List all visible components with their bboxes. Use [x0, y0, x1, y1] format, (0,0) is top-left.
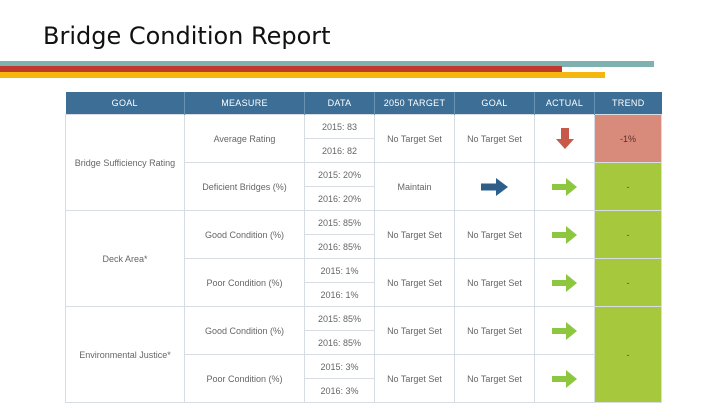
goal-status-cell: No Target Set [454, 306, 535, 355]
arrow-right-green-icon [551, 273, 577, 292]
table-row: Poor Condition (%) 2015: 1% No Target Se… [66, 258, 662, 307]
target-cell: No Target Set [374, 354, 455, 403]
target-cell: No Target Set [374, 210, 455, 259]
arrow-right-green-icon [551, 369, 577, 388]
goal-cell-environmental-justice: Environmental Justice* [65, 306, 185, 403]
data-cell: 2016: 3% [304, 378, 375, 403]
bridge-condition-table: GOAL MEASURE DATA 2050 TARGET GOAL ACTUA… [65, 92, 662, 403]
actual-cell [534, 354, 595, 403]
table-row: Poor Condition (%) 2015: 3% No Target Se… [66, 354, 662, 403]
header-goal-status: GOAL [454, 92, 535, 115]
measure-cell: Good Condition (%) [184, 306, 305, 355]
arrow-right-blue-icon [480, 177, 508, 196]
target-cell: No Target Set [374, 306, 455, 355]
table-row: Environmental Justice* Good Condition (%… [65, 306, 662, 403]
table-row: 2016: 1% [66, 282, 662, 307]
page-title: Bridge Condition Report [43, 22, 331, 50]
table-row: Deck Area* Good Condition (%) 2015: 85% … [65, 210, 662, 307]
trend-cell: - [594, 306, 662, 403]
target-cell: Maintain [374, 162, 455, 211]
table-row: 2016: 20% [66, 186, 662, 211]
actual-cell [534, 258, 595, 307]
header-measure: MEASURE [184, 92, 305, 115]
data-cell: 2016: 20% [304, 186, 375, 211]
target-cell: No Target Set [374, 114, 455, 163]
goal-status-cell [454, 162, 535, 211]
trend-cell: - [594, 162, 662, 211]
goal-status-cell: No Target Set [454, 114, 535, 163]
data-cell: 2016: 1% [304, 282, 375, 307]
data-cell: 2015: 85% [304, 210, 375, 235]
data-cell: 2016: 82 [304, 138, 375, 163]
table-row: 2016: 85% [66, 234, 662, 259]
goal-status-cell: No Target Set [454, 354, 535, 403]
header-goal: GOAL [65, 92, 185, 115]
target-cell: No Target Set [374, 258, 455, 307]
measure-cell: Poor Condition (%) [184, 354, 305, 403]
table-row: 2016: 82 [66, 138, 662, 163]
data-cell: 2015: 85% [304, 306, 375, 331]
arrow-right-green-icon [551, 321, 577, 340]
arrow-right-green-icon [551, 177, 577, 196]
data-cell: 2015: 1% [304, 258, 375, 283]
table-row: Deficient Bridges (%) 2015: 20% Maintain… [66, 162, 662, 211]
trend-cell: - [594, 258, 662, 307]
data-cell: 2016: 85% [304, 234, 375, 259]
measure-cell: Good Condition (%) [184, 210, 305, 259]
measure-cell: Deficient Bridges (%) [184, 162, 305, 211]
header-2050-target: 2050 TARGET [374, 92, 455, 115]
header-trend: TREND [594, 92, 662, 115]
decor-stripe-red [0, 66, 562, 72]
table-header-row: GOAL MEASURE DATA 2050 TARGET GOAL ACTUA… [65, 92, 662, 115]
goal-cell-sufficiency: Bridge Sufficiency Rating [65, 114, 185, 211]
trend-cell: - [594, 210, 662, 259]
actual-cell [534, 114, 595, 163]
arrow-down-icon [555, 127, 574, 149]
decor-stripe-yellow [0, 72, 605, 78]
arrow-right-green-icon [551, 225, 577, 244]
decor-stripe-teal [0, 61, 654, 67]
measure-cell: Average Rating [184, 114, 305, 163]
data-cell: 2016: 85% [304, 330, 375, 355]
goal-cell-deck-area: Deck Area* [65, 210, 185, 307]
data-cell: 2015: 83 [304, 114, 375, 139]
trend-cell: -1% [594, 114, 662, 163]
table-row: Bridge Sufficiency Rating Average Rating… [65, 114, 662, 211]
header-data: DATA [304, 92, 375, 115]
goal-status-cell: No Target Set [454, 258, 535, 307]
data-cell: 2015: 20% [304, 162, 375, 187]
table-row: 2016: 3% [66, 378, 662, 403]
data-cell: 2015: 3% [304, 354, 375, 379]
goal-status-cell: No Target Set [454, 210, 535, 259]
actual-cell [534, 162, 595, 211]
measure-cell: Poor Condition (%) [184, 258, 305, 307]
actual-cell [534, 306, 595, 355]
actual-cell [534, 210, 595, 259]
header-actual: ACTUAL [534, 92, 595, 115]
